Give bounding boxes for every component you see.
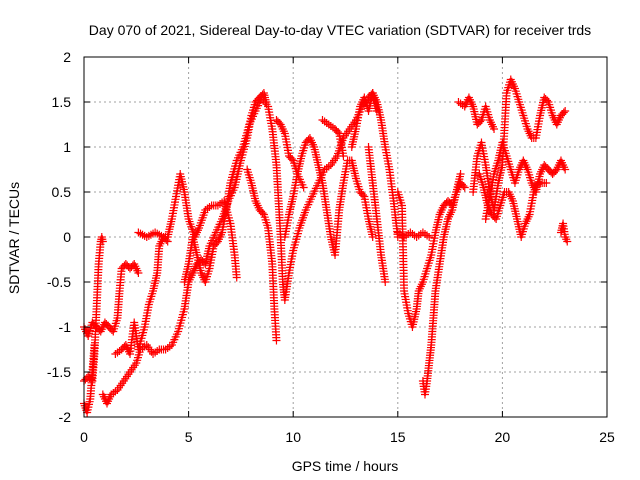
data-point [287, 155, 296, 163]
y-tick-label: -1.5 [47, 364, 71, 380]
data-point [459, 182, 468, 190]
chart-title: Day 070 of 2021, Sidereal Day-to-day VTE… [89, 22, 591, 38]
data-point [490, 125, 499, 133]
x-tick-label: 20 [495, 429, 511, 445]
data-point [358, 191, 367, 199]
data-point [90, 341, 99, 349]
data-point [425, 233, 434, 241]
data-point [368, 233, 377, 241]
data-point [381, 278, 390, 286]
data-point [561, 107, 570, 115]
data-point [258, 209, 267, 217]
y-tick-label: 0.5 [52, 184, 72, 200]
x-tick-label: 15 [390, 429, 406, 445]
plot-area [80, 75, 572, 417]
axis-ticks [83, 56, 608, 418]
y-tick-label: 2 [63, 49, 71, 65]
data-point [561, 165, 570, 174]
x-tick-label: 0 [80, 429, 88, 445]
y-axis-tick-labels: -2 -1.5 -1 -0.5 0 0.5 1 1.5 2 [47, 49, 71, 425]
data-point [542, 179, 551, 187]
x-axis-title: GPS time / hours [292, 458, 399, 474]
data-point [333, 128, 342, 136]
x-tick-label: 10 [285, 429, 301, 445]
y-tick-label: 1.5 [52, 94, 72, 110]
y-tick-label: -0.5 [47, 274, 71, 290]
data-point [232, 273, 241, 282]
data-point [559, 108, 568, 117]
y-tick-label: -2 [59, 409, 72, 425]
data-point [98, 237, 107, 246]
data-point [272, 336, 281, 345]
data-point [134, 269, 143, 277]
data-point [163, 237, 172, 246]
data-point [456, 170, 465, 178]
y-tick-label: 1 [63, 139, 71, 155]
data-point [162, 236, 171, 244]
data-point [543, 96, 552, 105]
y-tick-label: -1 [59, 319, 72, 335]
data-point [563, 237, 572, 246]
data-point [339, 152, 348, 160]
data-point [460, 183, 469, 192]
data-point [299, 183, 308, 192]
x-tick-label: 25 [599, 429, 615, 445]
y-axis-title: SDTVAR / TECUs [6, 182, 22, 294]
x-axis-tick-labels: 0 5 10 15 20 25 [80, 429, 615, 445]
y-tick-label: 0 [63, 229, 71, 245]
x-tick-label: 5 [185, 429, 193, 445]
data-point [476, 117, 485, 126]
